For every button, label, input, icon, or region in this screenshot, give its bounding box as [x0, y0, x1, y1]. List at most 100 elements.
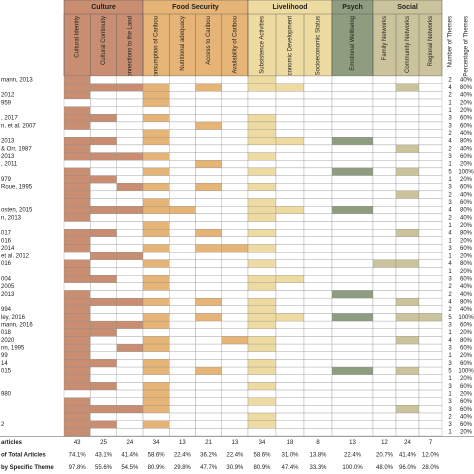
- theme-cell: [169, 259, 196, 268]
- theme-percent: 20%: [460, 162, 473, 168]
- theme-cell: [90, 382, 117, 391]
- theme-cell: [142, 83, 170, 92]
- theme-cell: [195, 297, 222, 306]
- theme-percent: 40%: [460, 131, 473, 137]
- theme-cell: [395, 259, 420, 268]
- theme-cell: [63, 351, 91, 360]
- theme-cell: [303, 190, 333, 199]
- theme-percent: 80%: [460, 85, 473, 91]
- theme-percent: 40%: [460, 414, 473, 420]
- theme-cell: [331, 274, 374, 283]
- theme-cell: [169, 198, 196, 207]
- theme-cell: [395, 320, 420, 329]
- theme-count: 3: [448, 323, 452, 329]
- summary-value: 30.9%: [226, 465, 244, 471]
- theme-cell: [169, 405, 196, 414]
- theme-cell: [63, 160, 91, 169]
- theme-percent: 60%: [460, 422, 473, 428]
- theme-cell: [331, 305, 374, 314]
- theme-cell: [275, 183, 305, 192]
- summary-value: 74.1%: [69, 452, 87, 458]
- theme-cell: [395, 83, 420, 92]
- theme-cell: [195, 359, 222, 368]
- theme-cell: [247, 366, 277, 375]
- theme-cell: [116, 190, 144, 199]
- theme-cell: [90, 267, 117, 276]
- theme-cell: [303, 328, 333, 337]
- theme-cell: [195, 412, 222, 421]
- theme-cell: [247, 190, 277, 199]
- theme-cell: [372, 382, 397, 391]
- theme-cell: [275, 351, 305, 360]
- theme-cell: [63, 244, 91, 253]
- theme-percent: 40%: [460, 93, 473, 99]
- theme-percent: 40%: [460, 146, 473, 152]
- theme-cell: [247, 290, 277, 299]
- theme-cell: [418, 343, 443, 352]
- theme-cell: [116, 152, 144, 161]
- theme-cell: [395, 121, 420, 130]
- summary-value: 48.0%: [376, 465, 394, 471]
- row-label: 2013: [1, 292, 15, 298]
- summary-value: 34: [259, 440, 266, 446]
- column-header: Connections to the Land: [127, 16, 133, 81]
- theme-cell: [142, 175, 170, 184]
- theme-cell: [247, 351, 277, 360]
- row-label: 2: [1, 422, 5, 428]
- theme-cell: [142, 190, 170, 199]
- theme-cell: [395, 229, 420, 238]
- theme-percent: 20%: [460, 223, 473, 229]
- theme-cell: [90, 98, 117, 107]
- theme-cell: [90, 320, 117, 329]
- theme-cell: [221, 366, 249, 375]
- theme-cell: [90, 236, 117, 245]
- theme-cell: [303, 382, 333, 391]
- theme-cell: [169, 190, 196, 199]
- theme-cell: [395, 328, 420, 337]
- theme-cell: [303, 290, 333, 299]
- theme-cell: [116, 320, 144, 329]
- row-label: nn, 1995: [1, 345, 25, 351]
- theme-cell: [90, 397, 117, 406]
- theme-cell: [303, 412, 333, 421]
- theme-cell: [418, 206, 443, 215]
- theme-percent: 80%: [460, 338, 473, 344]
- theme-cell: [303, 313, 333, 322]
- theme-cell: [63, 121, 91, 130]
- theme-cell: [169, 389, 196, 398]
- theme-cell: [247, 305, 277, 314]
- summary-value: 13.8%: [309, 452, 327, 458]
- theme-cell: [195, 320, 222, 329]
- theme-cell: [142, 328, 170, 337]
- column-header: Cultural Continuity: [101, 16, 107, 65]
- theme-cell: [331, 297, 374, 306]
- theme-cell: [331, 267, 374, 276]
- column-header: Family Networks: [382, 16, 388, 60]
- theme-cell: [169, 252, 196, 260]
- theme-cell: [116, 129, 144, 138]
- theme-cell: [195, 428, 222, 437]
- theme-cell: [63, 206, 91, 215]
- theme-cell: [221, 267, 249, 276]
- theme-cell: [331, 405, 374, 414]
- theme-cell: [116, 420, 144, 429]
- theme-cell: [195, 267, 222, 276]
- theme-percent: 40%: [460, 192, 473, 198]
- theme-cell: [372, 236, 397, 245]
- theme-cell: [116, 137, 144, 146]
- theme-cell: [116, 229, 144, 238]
- theme-cell: [303, 98, 333, 107]
- theme-cell: [372, 282, 397, 291]
- summary-value: 13: [349, 440, 356, 446]
- theme-cell: [221, 98, 249, 107]
- theme-cell: [331, 259, 374, 268]
- theme-cell: [63, 190, 91, 199]
- theme-cell: [395, 366, 420, 375]
- theme-cell: [221, 359, 249, 368]
- theme-cell: [116, 221, 144, 230]
- theme-count: 3: [448, 277, 452, 283]
- column-header: Regional Networks: [428, 16, 434, 66]
- theme-cell: [331, 91, 374, 100]
- theme-cell: [247, 328, 277, 337]
- theme-cell: [418, 91, 443, 100]
